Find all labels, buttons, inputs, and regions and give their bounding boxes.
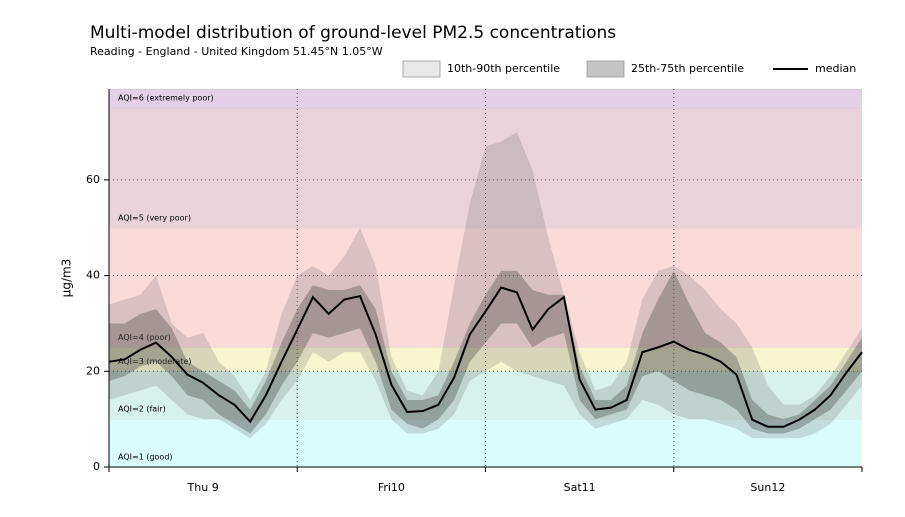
legend-swatch [402, 60, 441, 78]
aqi-band-label: AQI=1 (good) [118, 453, 173, 462]
chart-title: Multi-model distribution of ground-level… [90, 23, 616, 43]
y-tick-label: 20 [86, 364, 100, 377]
x-tick-label: Thu 9 [187, 481, 219, 494]
legend-swatch [586, 60, 625, 78]
legend-label: 10th-90th percentile [447, 62, 560, 75]
aqi-band [109, 227, 862, 348]
aqi-band [109, 419, 862, 467]
legend-label: 25th-75th percentile [631, 62, 744, 75]
percentile-area [109, 132, 862, 439]
aqi-band [109, 371, 862, 420]
aqi-band-label: AQI=3 (moderate) [118, 357, 192, 366]
aqi-band-label: AQI=2 (fair) [118, 405, 166, 414]
legend-label: median [815, 62, 856, 75]
y-tick-label: 60 [86, 173, 100, 186]
aqi-band [109, 108, 862, 228]
y-axis-label: µg/m3 [60, 259, 74, 298]
x-tick-label: Sat11 [564, 481, 596, 494]
aqi-band-label: AQI=4 (poor) [118, 333, 171, 342]
x-tick-label: Sun12 [750, 481, 785, 494]
aqi-band-label: AQI=6 (extremely poor) [118, 94, 214, 103]
y-tick-label: 0 [93, 460, 100, 473]
chart-subtitle: Reading - England - United Kingdom 51.45… [90, 45, 383, 58]
y-tick-label: 40 [86, 269, 100, 282]
aqi-band-label: AQI=5 (very poor) [118, 213, 191, 222]
median-line [108, 286, 863, 428]
percentile-area [109, 270, 862, 434]
x-tick-label: Fri10 [378, 481, 405, 494]
